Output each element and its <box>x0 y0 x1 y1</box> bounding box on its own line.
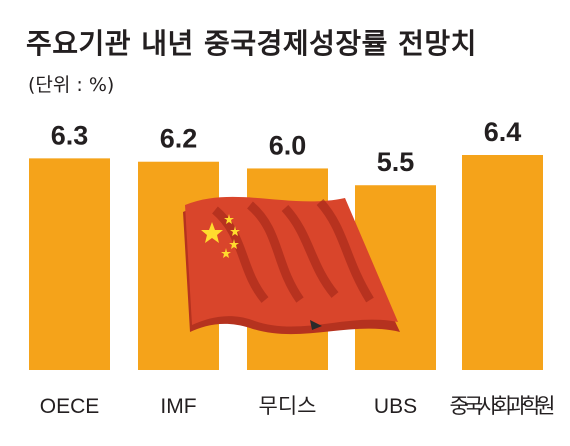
category-label-0: OECE <box>40 395 100 418</box>
bar-0 <box>29 158 110 370</box>
value-label-1: 6.2 <box>160 124 198 154</box>
china-flag-icon <box>183 196 400 335</box>
unit-label: (단위 : %) <box>28 74 115 96</box>
category-label-2: 무디스 <box>259 395 317 418</box>
chart-title: 주요기관 내년 중국경제성장률 전망치 <box>26 27 477 60</box>
value-label-2: 6.0 <box>269 130 307 160</box>
category-label-4: 중국사회과학원 <box>450 395 556 418</box>
value-label-0: 6.3 <box>51 120 89 150</box>
value-label-3: 5.5 <box>377 147 415 177</box>
bar-4 <box>462 155 543 370</box>
value-label-4: 6.4 <box>484 117 522 147</box>
category-label-1: IMF <box>160 395 196 418</box>
category-label-3: UBS <box>374 395 417 418</box>
